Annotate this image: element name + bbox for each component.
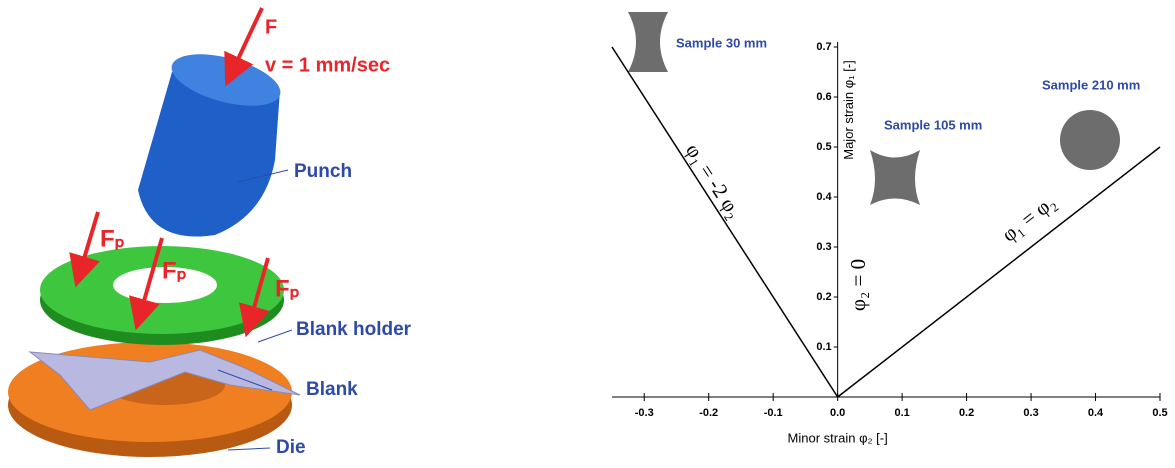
x-axis-label: Minor strain φ₂ [-] [788,430,888,445]
y-tick-label: 0.7 [816,41,831,53]
x-tick-label: 0.3 [1023,407,1038,419]
annotation: φ₂ = 0 [846,259,870,311]
leader [228,448,270,450]
sample-label: Sample 30 mm [676,35,767,50]
blank-label: Blank [306,379,358,400]
sample-label: Sample 210 mm [1042,77,1140,92]
holder-force-label: Fₚ [275,275,300,302]
x-tick-label: 0.2 [959,407,974,419]
holder-force-label: Fₚ [100,225,125,252]
x-tick-label: 0.1 [894,407,909,419]
x-tick-label: -0.3 [635,407,654,419]
speed-label: v = 1 mm/sec [265,54,390,76]
line-label: φ₁ = φ₂ [997,190,1060,247]
page: {"diagram":{"force":"F","speed":"v = 1 m… [0,0,1175,468]
sample-label: Sample 105 mm [884,117,982,132]
blank-holder-label: Blank holder [296,319,412,340]
die-label: Die [276,437,306,458]
y-tick-label: 0.4 [816,191,832,203]
y-tick-label: 0.1 [816,341,831,353]
press-diagram: F v = 1 mm/sec Punch Fₚ Fₚ Fₚ Blank hold… [8,8,412,458]
sample-30-shape [628,12,668,72]
sample-210-shape [1060,110,1120,170]
line-label: φ₁ = -2 φ₂ [681,139,747,223]
x-tick-label: -0.2 [699,407,718,419]
x-tick-label: 0.4 [1088,407,1104,419]
y-tick-label: 0.2 [816,291,831,303]
leader [258,330,292,342]
x-tick-label: 0.5 [1152,407,1167,419]
x-tick-label: -0.1 [764,407,783,419]
strain-line [612,47,838,397]
x-tick-label: 0.0 [830,407,845,419]
punch-label: Punch [294,161,352,182]
y-axis-label: Major strain φ₁ [-] [841,60,856,160]
sample-105-shape [870,150,920,205]
figure: F v = 1 mm/sec Punch Fₚ Fₚ Fₚ Blank hold… [0,0,1175,468]
force-arrow [232,8,262,72]
y-tick-label: 0.3 [816,241,831,253]
y-tick-label: 0.5 [816,141,831,153]
force-label: F [265,16,277,38]
holder-force-label: Fₚ [162,257,187,284]
y-tick-label: 0.6 [816,91,831,103]
